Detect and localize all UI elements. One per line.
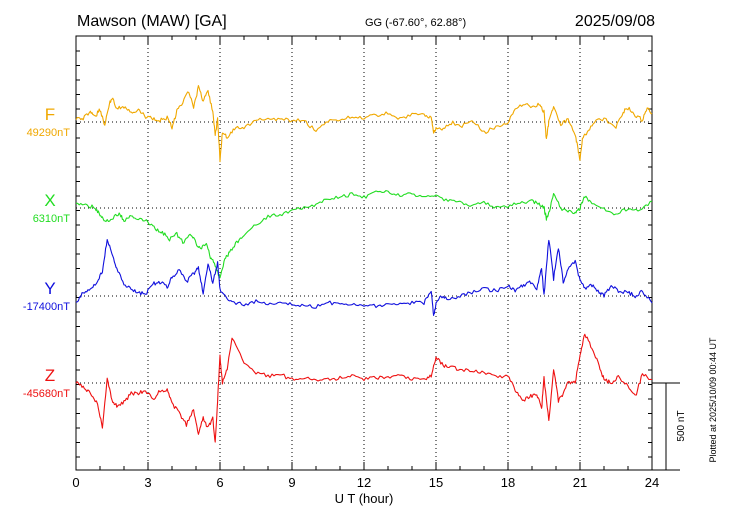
x-tick-labels: 0 3 6 9 12 15 18 21 24 [72, 475, 659, 490]
series-name-z: Z [45, 366, 55, 385]
series-line-f [75, 85, 653, 163]
plotted-timestamp: Plotted at 2025/10/09 00:44 UT [708, 337, 718, 463]
series-line-y [75, 239, 653, 316]
scale-bar-label: 500 nT [676, 410, 687, 441]
x-tick-label: 9 [288, 475, 295, 490]
scale-bar: 500 nT [652, 382, 687, 471]
series-baseline-z: -45680nT [23, 388, 70, 400]
series-baseline-f: 49290nT [27, 127, 71, 139]
series-baseline-y: -17400nT [23, 301, 70, 313]
series-name-f: F [45, 105, 55, 124]
series-line-x [76, 190, 653, 279]
x-tick-label: 21 [573, 475, 587, 490]
coordinates-label: GG (-67.60°, 62.88°) [365, 17, 466, 29]
series-baseline-x: 6310nT [33, 213, 71, 225]
axis-ticks [75, 36, 653, 470]
series-lines [75, 85, 653, 443]
x-tick-label: 15 [429, 475, 443, 490]
x-tick-label: 3 [144, 475, 151, 490]
series-line-z [75, 333, 653, 443]
x-tick-label: 12 [357, 475, 371, 490]
grid-lines [76, 36, 652, 470]
x-axis-label: U T (hour) [335, 491, 394, 506]
x-tick-label: 18 [501, 475, 515, 490]
series-name-x: X [44, 191, 55, 210]
series-labels: F 49290nT X 6310nT Y -17400nT Z -45680nT [23, 105, 70, 400]
x-tick-label: 0 [72, 475, 79, 490]
date-label: 2025/09/08 [575, 13, 655, 30]
station-title: Mawson (MAW) [GA] [77, 13, 227, 30]
series-name-y: Y [44, 279, 55, 298]
x-tick-label: 24 [645, 475, 659, 490]
x-tick-label: 6 [216, 475, 223, 490]
